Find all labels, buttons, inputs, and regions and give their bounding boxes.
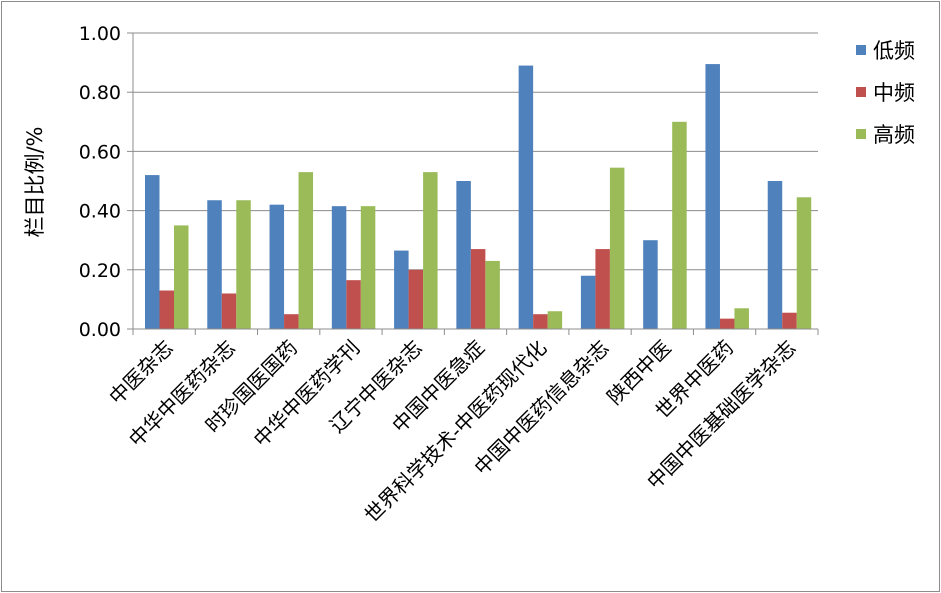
bar [159,290,174,329]
bar [145,175,160,329]
legend-swatch [856,129,866,139]
bar [346,280,361,329]
y-tick-label: 0.60 [79,141,121,163]
bar [331,206,347,329]
bar [705,64,720,329]
y-tick-label: 0.00 [79,319,121,341]
y-axis-label: 栏目比例/% [23,126,47,237]
bar [485,260,500,329]
y-tick-label: 1.00 [79,23,121,45]
x-axis: 中医杂志中华中医药杂志时珍国医国药中华中医药学刊辽宁中医杂志中国中医急症世界科学… [104,328,819,527]
bar [547,311,563,329]
bar [672,121,687,329]
y-tick-label: 0.40 [79,201,121,223]
x-tick-label: 中华中医药学刊 [249,336,365,452]
bar [518,65,534,329]
bar [298,172,314,329]
bar [609,167,625,329]
y-tick-label: 0.20 [79,260,121,282]
bar [174,225,189,329]
y-axis: 0.00 0.20 0.40 0.60 0.80 1.00 [79,23,134,341]
bar [456,181,471,329]
bar [643,240,658,329]
bar [221,293,237,329]
bar [470,249,486,329]
x-tick-label: 中华中医药杂志 [124,336,240,452]
legend-label: 低频 [873,39,915,63]
legend-label: 高频 [873,123,915,147]
bar [423,172,438,329]
bar [360,206,376,329]
legend-swatch [856,45,866,55]
bar [580,275,596,329]
bar [767,181,783,329]
bar [734,308,749,329]
bar [595,249,610,329]
bar [782,312,797,329]
bar [207,200,222,329]
bar [284,314,299,329]
bar [236,200,251,329]
y-tick-label: 0.80 [79,82,121,104]
bar [408,269,424,329]
bars [145,64,812,329]
bar [394,250,409,329]
bar [269,204,285,329]
bar [719,318,735,329]
legend-swatch [856,87,866,97]
bar [533,314,548,329]
bar [796,197,812,329]
legend-label: 中频 [873,81,915,105]
